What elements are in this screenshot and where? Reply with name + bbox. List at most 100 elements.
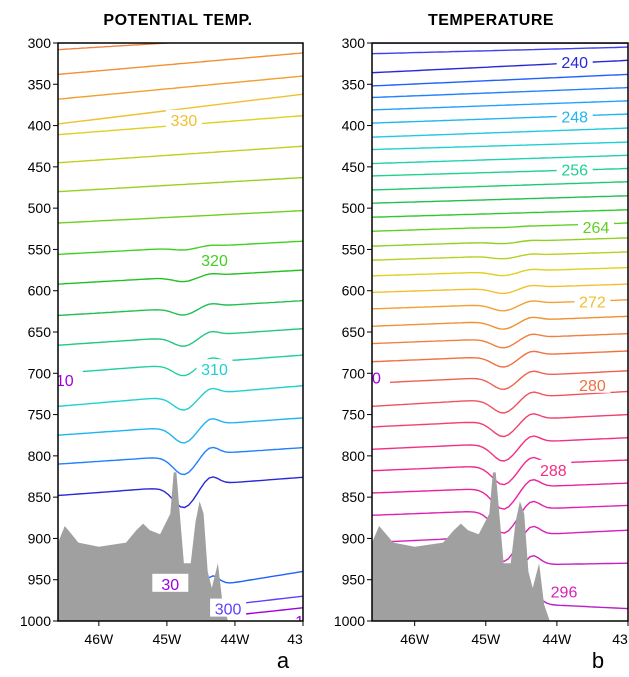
panel-b-y-tick-label: 450 [342,159,366,175]
panel-b-contour-label: 240 [561,55,588,72]
panel-a-contour-label: 300 [215,602,242,619]
panel-b-y-tick-label: 550 [342,241,366,257]
panel-b-y-tick-label: 750 [342,407,366,423]
panel-b-y-tick-label: 650 [342,324,366,340]
panel-a-contour-label-bg [152,573,189,592]
panel-a-y-tick-label: 650 [28,324,52,340]
panel-b-contour-label-bg [372,367,390,386]
panel-a-contour-326 [58,145,303,164]
panel-b-contour-252 [372,141,628,151]
panel-a-contour-label: 310 [201,362,228,379]
panel-a-y-tick-label: 600 [28,283,52,299]
panel-a-y-tick-label: 450 [28,159,52,175]
panel-b-contour-label: 256 [561,162,588,179]
panel-b-contour-label: 280 [579,378,606,395]
panel-b-title: TEMPERATURE [428,12,554,29]
panel-a-y-tick-label: 350 [28,76,52,92]
panel-a-y-tick-label: 800 [28,448,52,464]
panel-b-contour-270 [372,266,628,277]
panel-a-y-tick-label: 750 [28,407,52,423]
panel-a-contour-324 [58,176,303,193]
panel-a-contour-label-bg [281,611,303,621]
panel-a-y-tick-label: 850 [28,489,52,505]
panel-b-terrain-shape [372,472,550,621]
panel-b-contour-label-bg [556,106,593,125]
panel-a-contour-label: 330 [171,113,198,130]
panel-a-contour-308 [58,417,303,444]
panel-a-x-tick-label: 44W [221,631,251,647]
panel-b-contour-288 [372,435,628,462]
panel-a-contour-316 [58,299,303,317]
panel-b-contour-label: 248 [561,110,588,127]
panel-b-contour-label: 296 [551,584,578,601]
panel-a-y-tick-label: 500 [28,200,52,216]
panel-a-y-tick-label: 900 [28,530,52,546]
panel-b-contour-272 [372,283,628,295]
panel-a-contour-310 [58,385,303,411]
panel-b-contour-label-bg [574,374,611,393]
panel-a-contour-304 [58,476,303,509]
panel-a-letter: a [277,648,290,673]
panel-a-contour-label-bg [165,109,202,128]
panel-a-contour-label: 10 [56,373,74,390]
panel-a-contour-label-bg [196,359,233,378]
panel-b-y-tick-label: 1000 [334,613,365,629]
panel-b-contour-label-bg [535,459,572,478]
panel-a-x-tick-label: 43 [287,631,303,647]
panel-a-y-axis: 300 350 400 450 500 550 600 650 700 750 800 850 900 9… [20,35,58,629]
panel-b-y-tick-label: 350 [342,76,366,92]
panel-a-contour-320 [58,240,303,256]
panel-b-contour-label-bg [546,581,582,600]
panel-b-contour-268 [372,251,628,261]
panel-a-contour-314 [58,328,303,347]
panel-a-contour-labels: 330 320 310 10 300 30 1 [56,109,303,621]
panel-b-contour-262 [372,209,628,218]
panel-b-y-tick-label: 700 [342,365,366,381]
panel-a-contour-label-bg [196,250,233,269]
panel-b-contours [372,43,628,621]
panel-a-contour-334 [58,52,303,76]
panel-b-contour-290 [372,456,628,486]
panel-b-y-tick-label: 600 [342,283,366,299]
panel-a-contour-336 [58,43,179,51]
panel-b-contour-278 [372,333,628,349]
panel-a-contour-label: 30 [161,577,179,594]
panel-b-contour-284 [372,390,628,414]
panel-a-contour-322 [58,209,303,224]
panel-a-x-axis: 46W 45W 44W 43 [84,621,304,647]
panel-a-y-tick-label: 300 [28,35,52,51]
panel-b-contour-276 [372,315,628,330]
panel-b-contour-label-bg [556,52,593,70]
panel-b-contour-label: 264 [583,220,610,237]
panel-b-contour-282 [372,370,628,390]
panel-b-contour-label-bg [574,291,611,310]
panel-a-terrain [58,472,229,621]
panel-b-contour-238 [372,46,628,55]
panel-b-contour-242 [372,73,628,87]
panel-a-contour-label: 320 [201,253,228,270]
panel-a-x-tick-label: 46W [84,631,114,647]
panel-a-contour-label-bg [210,598,247,617]
panel-b-contour-244 [372,86,628,99]
panel-b-contour-286 [372,413,628,438]
panel-b-y-tick-label: 850 [342,489,366,505]
panel-a-contour-label-bg [58,369,83,388]
panel-a-contours [58,43,303,621]
panel-a-contour-306 [58,446,303,476]
panel-a-y-tick-label: 700 [28,365,52,381]
panel-a-contour-318 [58,269,303,285]
panel-a-title: POTENTIAL TEMP. [103,12,252,29]
panel-b-contour-label-bg [556,159,593,178]
panel-b-x-tick-label: 46W [400,631,430,647]
panel-b-contour-258 [372,181,628,191]
panel-b-contour-260 [372,195,628,204]
panel-b-y-tick-label: 950 [342,572,366,588]
panel-a-y-tick-label: 550 [28,241,52,257]
panel-a: POTENTIAL TEMP. 330 320 310 10 300 30 1 300 350… [20,12,304,673]
panel-a-x-tick-label: 45W [152,631,182,647]
panel-a-contour-332 [58,75,303,100]
panel-a-y-tick-label: 950 [28,572,52,588]
panel-b-y-tick-label: 400 [342,118,366,134]
panel-a-contour-330 [58,93,303,125]
